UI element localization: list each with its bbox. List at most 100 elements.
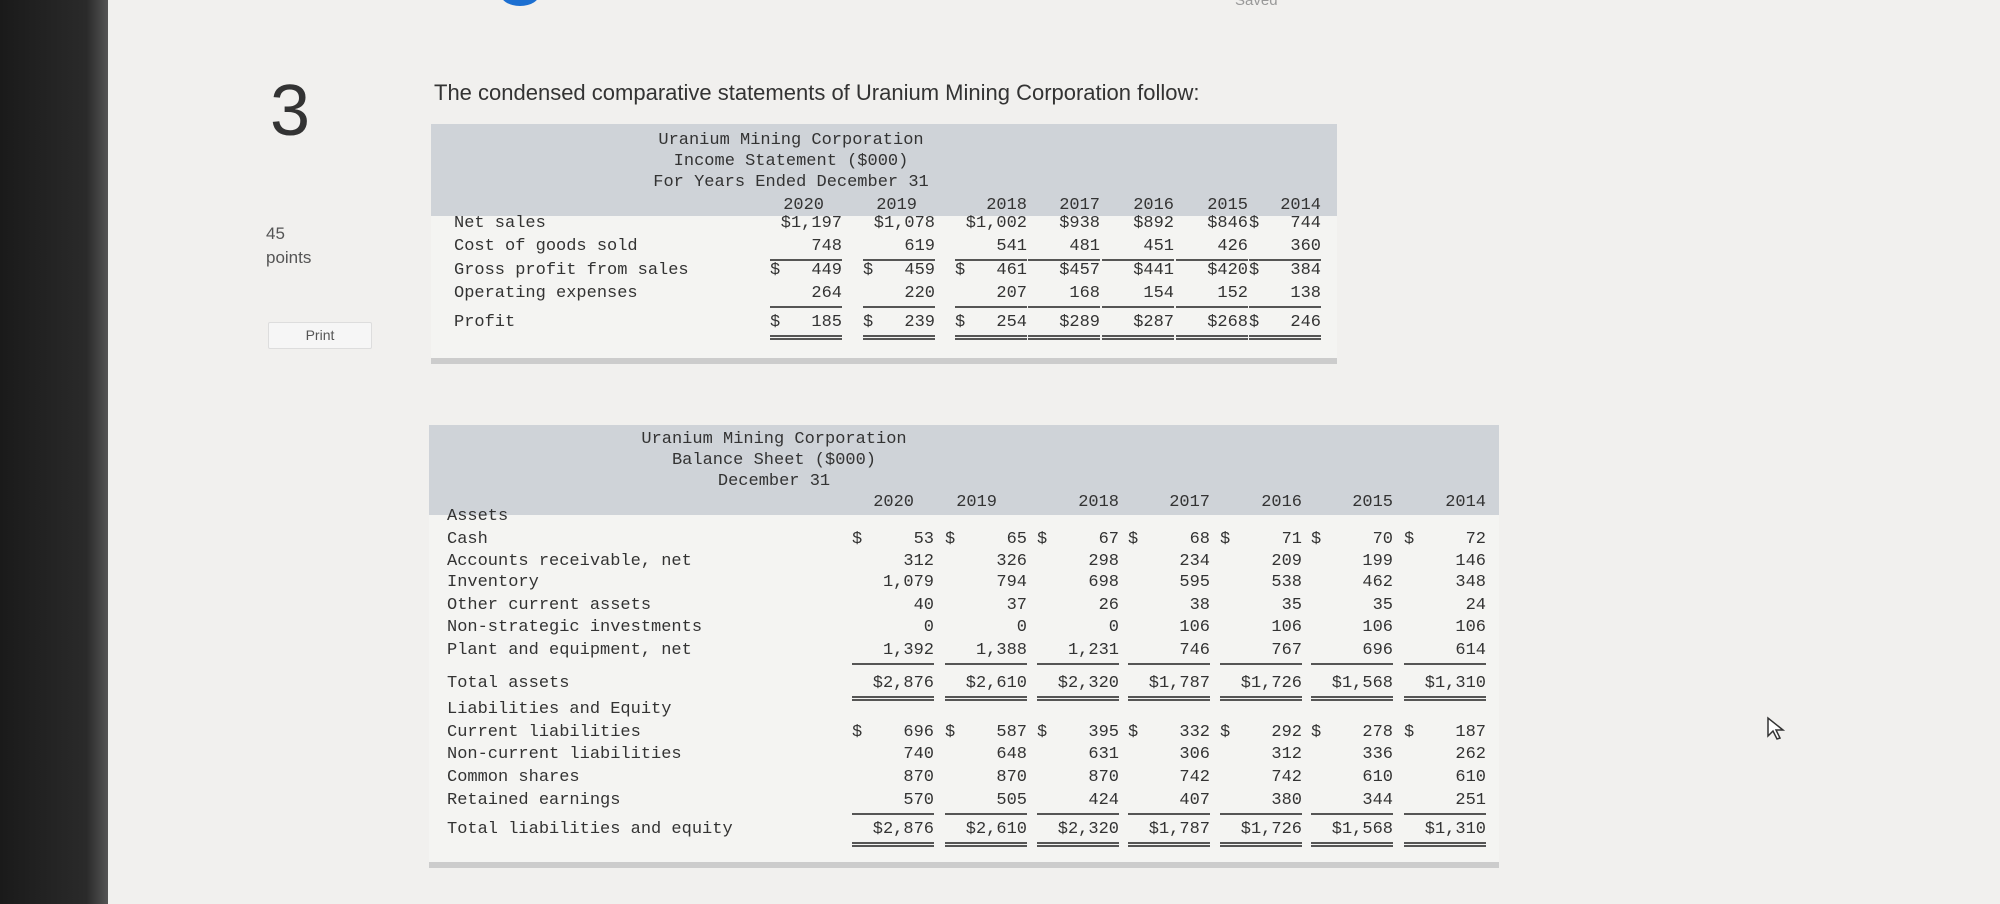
value: 65 [1006,530,1027,549]
question-number: 3 [270,71,311,151]
row-label: Current liabilities [447,723,641,742]
value: 380 [1271,791,1302,810]
value-cell: 38 [1128,596,1210,618]
value: $1,726 [1240,820,1302,839]
dollar-sign: $ [1249,313,1260,332]
year-header: 2015 [1176,196,1248,218]
value-cell: $744 [1249,214,1321,236]
year-label: 2020 [873,493,914,512]
year-label: 2019 [876,196,917,215]
value: $2,320 [1057,674,1119,693]
value: 610 [1455,768,1486,787]
value: 451 [1143,237,1174,256]
row-label: Plant and equipment, net [447,641,692,660]
year-header: 2014 [1249,196,1321,218]
value-cell: 541 [955,237,1027,261]
dollar-sign: $ [955,261,966,280]
value-cell: $420 [1176,261,1248,283]
value-cell: 870 [945,768,1027,790]
value-cell: 40 [852,596,934,618]
value-cell: $2,320 [1037,820,1119,847]
value: 234 [1179,552,1210,571]
value: 348 [1455,573,1486,592]
value-cell: $2,876 [852,674,934,701]
value: $420 [1207,261,1248,280]
value-cell: 648 [945,745,1027,767]
dollar-sign: $ [1404,723,1415,742]
value: 541 [996,237,1027,256]
value-cell: $1,197 [770,214,842,236]
value-cell: $1,078 [863,214,935,236]
value-cell: 0 [1037,618,1119,640]
value-cell: 220 [863,284,935,308]
value: 199 [1362,552,1393,571]
dollar-sign: $ [1037,530,1048,549]
value-cell: $246 [1249,313,1321,340]
value: 424 [1088,791,1119,810]
value-cell: 106 [1404,618,1486,640]
dollar-sign: $ [863,261,874,280]
value: 746 [1179,641,1210,660]
value-cell: 152 [1176,284,1248,308]
dollar-sign: $ [1037,723,1048,742]
value-cell: $1,002 [955,214,1027,236]
value: $1,568 [1331,674,1393,693]
mouse-pointer-icon [1767,716,1786,740]
value-cell: 451 [1102,237,1174,261]
dollar-sign: $ [852,530,863,549]
value: $892 [1133,214,1174,233]
income-statement-header [431,124,1337,216]
table-title-line: Uranium Mining Corporation [658,131,924,150]
value-cell: 312 [1220,745,1302,767]
year-label: 2015 [1352,493,1393,512]
value-cell: $1,726 [1220,820,1302,847]
dollar-sign: $ [770,313,781,332]
value: $1,310 [1424,820,1486,839]
value: 344 [1362,791,1393,810]
year-header: 2019 [945,493,1027,515]
value-cell: $1,726 [1220,674,1302,701]
value-cell: $1,310 [1404,674,1486,701]
value: 106 [1362,618,1393,637]
print-button[interactable]: Print [268,322,372,349]
value-cell: 610 [1311,768,1393,790]
value-cell: $1,568 [1311,674,1393,701]
year-label: 2014 [1445,493,1486,512]
value-cell: 26 [1037,596,1119,618]
value: 0 [923,618,934,637]
table-title-line: December 31 [717,472,831,491]
question-text: The condensed comparative statements of … [434,80,1200,105]
value: 38 [1189,596,1210,615]
value-cell: 462 [1311,573,1393,595]
value: 648 [996,745,1027,764]
year-label: 2017 [1169,493,1210,512]
year-header: 2018 [1037,493,1119,515]
dollar-sign: $ [1249,261,1260,280]
dollar-sign: $ [1220,530,1231,549]
value-cell: 1,388 [945,641,1027,665]
value: 742 [1179,768,1210,787]
value: 595 [1179,573,1210,592]
year-header: 2020 [770,196,842,218]
value-cell: 106 [1311,618,1393,640]
row-label: Retained earnings [447,791,621,810]
value: 407 [1179,791,1210,810]
dollar-sign: $ [1404,530,1415,549]
value-cell: $2,876 [852,820,934,847]
value: $441 [1133,261,1174,280]
value: 870 [903,768,934,787]
table-title-line: Income Statement ($000) [673,152,909,171]
value: 37 [1006,596,1027,615]
value: $938 [1059,214,1100,233]
year-label: 2015 [1207,196,1248,215]
value-cell: $461 [955,261,1027,283]
value-cell: $287 [1102,313,1174,340]
value-cell: $1,787 [1128,674,1210,701]
value: $1,726 [1240,674,1302,693]
year-header: 2018 [955,196,1027,218]
value: $2,610 [965,674,1027,693]
value-cell: 481 [1028,237,1100,261]
value: $2,876 [872,674,934,693]
value-cell: 298 [1037,552,1119,574]
year-label: 2016 [1261,493,1302,512]
